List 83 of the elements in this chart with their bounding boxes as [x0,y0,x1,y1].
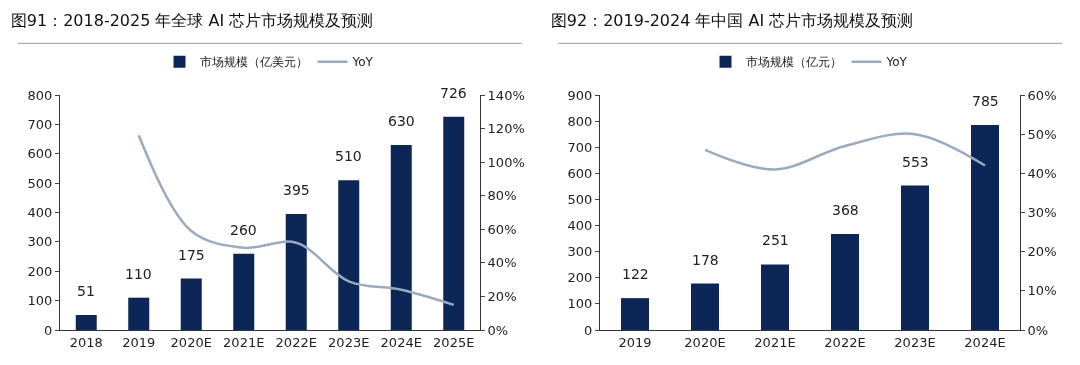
x-tick-label: 2023E [328,334,370,350]
data-label: 553 [902,154,929,170]
bar [390,144,412,330]
y-tick-label: 600 [27,146,53,162]
bar [761,264,789,330]
data-label: 510 [335,148,362,164]
x-tick-label: 2020E [684,334,726,350]
y-tick-label: 400 [27,205,53,221]
line-series [703,132,987,171]
bar [971,125,999,330]
y-tick-label: 200 [27,263,53,279]
y-tick-label: 500 [567,191,593,207]
bar [233,253,255,330]
data-label: 395 [283,182,310,198]
y-tick-label: 700 [567,139,593,155]
data-label: 51 [77,283,95,299]
y-tick-label: 300 [567,244,593,260]
legend-label: YoY [351,55,374,70]
y2-tick-label: 0% [1027,322,1049,338]
data-label: 178 [692,252,719,268]
data-label: 785 [972,93,999,109]
x-tick-label: 2021E [223,334,265,350]
x-tick-label: 2023E [894,334,936,350]
bar [443,116,465,330]
data-label: 251 [762,232,789,248]
data-label: 175 [178,247,205,263]
y2-tick-label: 60% [487,221,517,237]
y2-tick-label: 60% [1027,87,1057,103]
y-tick-label: 0 [44,322,53,338]
x-tick-label: 2018 [69,334,103,350]
x-tick-label: 2024E [380,334,422,350]
y-tick-label: 100 [567,296,593,312]
bar [285,213,307,330]
x-tick-label: 2022E [275,334,317,350]
y-tick-label: 800 [567,113,593,129]
y-tick-label: 800 [27,87,53,103]
y2-tick-label: 10% [1027,283,1057,299]
y-tick-label: 700 [27,116,53,132]
y2-tick-label: 100% [487,154,525,170]
bar [338,180,360,330]
y-tick-label: 500 [27,175,53,191]
legend-label: YoY [885,55,908,70]
y2-tick-label: 20% [487,288,517,304]
x-tick-label: 2019 [618,334,652,350]
data-label: 726 [440,85,467,101]
x-tick-label: 2021E [754,334,796,350]
y2-tick-label: 50% [1027,126,1057,142]
bar [831,233,859,330]
y-tick-label: 200 [567,270,593,286]
bar [75,315,97,330]
y-tick-label: 900 [567,87,593,103]
bar [180,278,202,330]
x-tick-label: 2019 [122,334,156,350]
x-tick-label: 2020E [170,334,212,350]
data-label: 630 [388,113,415,129]
data-label: 260 [230,222,257,238]
y-tick-label: 300 [27,234,53,250]
y-tick-label: 0 [584,322,593,338]
y2-tick-label: 0% [487,322,509,338]
y2-tick-label: 20% [1027,244,1057,260]
bar [621,298,649,330]
chart-title: 图91：2018-2025 年全球 AI 芯片市场规模及预测 [10,10,374,30]
legend-label: 市场规模（亿美元） [199,55,308,70]
y-tick-label: 100 [27,293,53,309]
chart-title: 图92：2019-2024 年中国 AI 芯片市场规模及预测 [550,10,914,30]
data-label: 110 [125,266,152,282]
x-tick-label: 2025E [433,334,475,350]
y2-tick-label: 30% [1027,205,1057,221]
data-label: 122 [622,266,649,282]
y2-tick-label: 140% [487,87,525,103]
x-tick-label: 2024E [964,334,1006,350]
bar [691,283,719,330]
y-tick-label: 600 [567,165,593,181]
bar [901,185,929,330]
y-tick-label: 400 [567,218,593,234]
y2-tick-label: 40% [1027,165,1057,181]
y2-tick-label: 80% [487,188,517,204]
y2-tick-label: 120% [487,121,525,137]
data-label: 368 [832,202,859,218]
legend-label: 市场规模（亿元） [745,55,842,70]
x-tick-label: 2022E [824,334,866,350]
bar [128,297,150,330]
y2-tick-label: 40% [487,255,517,271]
